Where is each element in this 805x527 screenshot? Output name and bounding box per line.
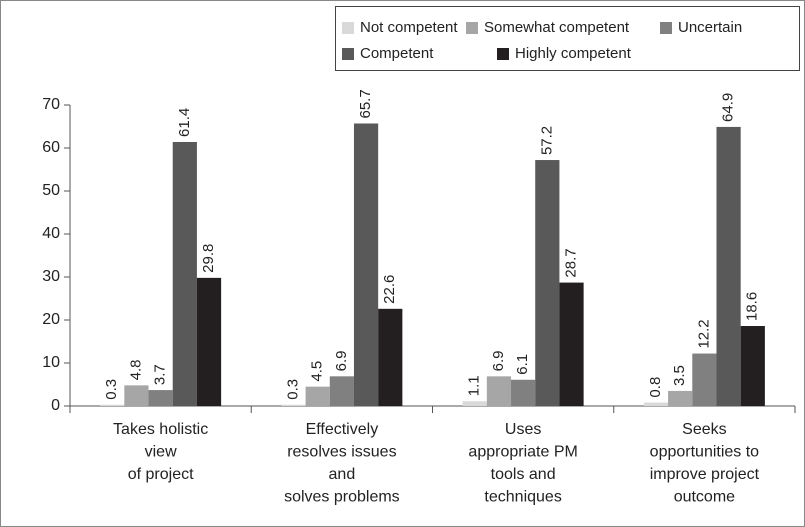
- legend-label: Somewhat competent: [484, 19, 630, 36]
- bar: [486, 376, 512, 406]
- value-label: 0.3: [103, 379, 120, 400]
- x-tick-label: Seeks: [682, 421, 726, 438]
- x-tick-label: outcome: [674, 489, 735, 506]
- bar: [511, 379, 536, 406]
- y-tick-label: 60: [42, 139, 60, 156]
- bar: [172, 141, 197, 407]
- legend-swatch: [497, 48, 509, 60]
- bar: [668, 390, 693, 406]
- x-tick-label: tools and: [491, 466, 556, 483]
- y-tick-label: 20: [42, 311, 60, 328]
- value-label: 4.8: [127, 360, 144, 381]
- x-tick-label: of project: [128, 466, 194, 483]
- bar: [329, 376, 354, 406]
- y-tick-label: 0: [51, 397, 60, 414]
- value-label: 65.7: [357, 89, 374, 118]
- x-tick-label: view: [145, 444, 177, 461]
- value-label: 61.4: [176, 108, 193, 137]
- bar: [100, 404, 125, 406]
- x-tick-label: Uses: [505, 421, 541, 438]
- legend-label: Competent: [360, 45, 434, 62]
- bar: [124, 385, 149, 406]
- value-label: 6.1: [514, 354, 531, 375]
- x-tick-label: resolves issues: [287, 444, 396, 461]
- bar: [148, 390, 173, 406]
- bar: [378, 308, 403, 406]
- x-tick-label: improve project: [650, 466, 760, 483]
- x-tick-label: opportunities to: [650, 444, 760, 461]
- bar: [559, 282, 584, 406]
- value-label: 29.8: [200, 244, 217, 273]
- legend-swatch: [342, 22, 354, 34]
- value-label: 0.3: [284, 379, 301, 400]
- value-label: 28.7: [562, 248, 579, 277]
- value-label: 12.2: [695, 319, 712, 348]
- legend-label: Not competent: [360, 19, 458, 36]
- y-tick-label: 40: [42, 225, 60, 242]
- bar: [535, 160, 560, 406]
- x-tick-label: Effectively: [306, 421, 379, 438]
- bar: [462, 401, 487, 406]
- value-label: 57.2: [538, 126, 555, 155]
- legend-swatch: [660, 22, 672, 34]
- legend-box: [335, 6, 800, 71]
- x-tick-label: and: [329, 466, 356, 483]
- bar: [305, 386, 330, 406]
- legend-label: Highly competent: [515, 45, 632, 62]
- bar: [643, 402, 669, 406]
- value-label: 18.6: [744, 292, 761, 321]
- legend-swatch: [466, 22, 478, 34]
- x-tick-label: Takes holistic: [113, 421, 208, 438]
- y-tick-label: 10: [42, 354, 60, 371]
- x-tick-label: techniques: [484, 489, 561, 506]
- x-tick-label: appropriate PM: [468, 444, 577, 461]
- bar: [740, 326, 765, 406]
- y-tick-label: 30: [42, 268, 60, 285]
- value-label: 22.6: [381, 275, 398, 304]
- y-tick-label: 50: [42, 182, 60, 199]
- x-tick-label: solves problems: [284, 489, 400, 506]
- bar: [716, 126, 741, 407]
- bar: [196, 277, 222, 406]
- value-label: 3.5: [671, 365, 688, 386]
- value-label: 6.9: [333, 350, 350, 371]
- legend-label: Uncertain: [678, 19, 742, 36]
- value-label: 0.8: [647, 377, 664, 398]
- y-tick-label: 70: [42, 96, 60, 113]
- legend-swatch: [342, 48, 354, 60]
- bar: [692, 353, 717, 406]
- value-label: 4.5: [309, 361, 326, 382]
- value-label: 3.7: [152, 364, 169, 385]
- bar: [353, 123, 379, 407]
- value-label: 64.9: [720, 93, 737, 122]
- bar: [281, 404, 306, 406]
- value-label: 1.1: [466, 375, 483, 396]
- value-label: 6.9: [490, 350, 507, 371]
